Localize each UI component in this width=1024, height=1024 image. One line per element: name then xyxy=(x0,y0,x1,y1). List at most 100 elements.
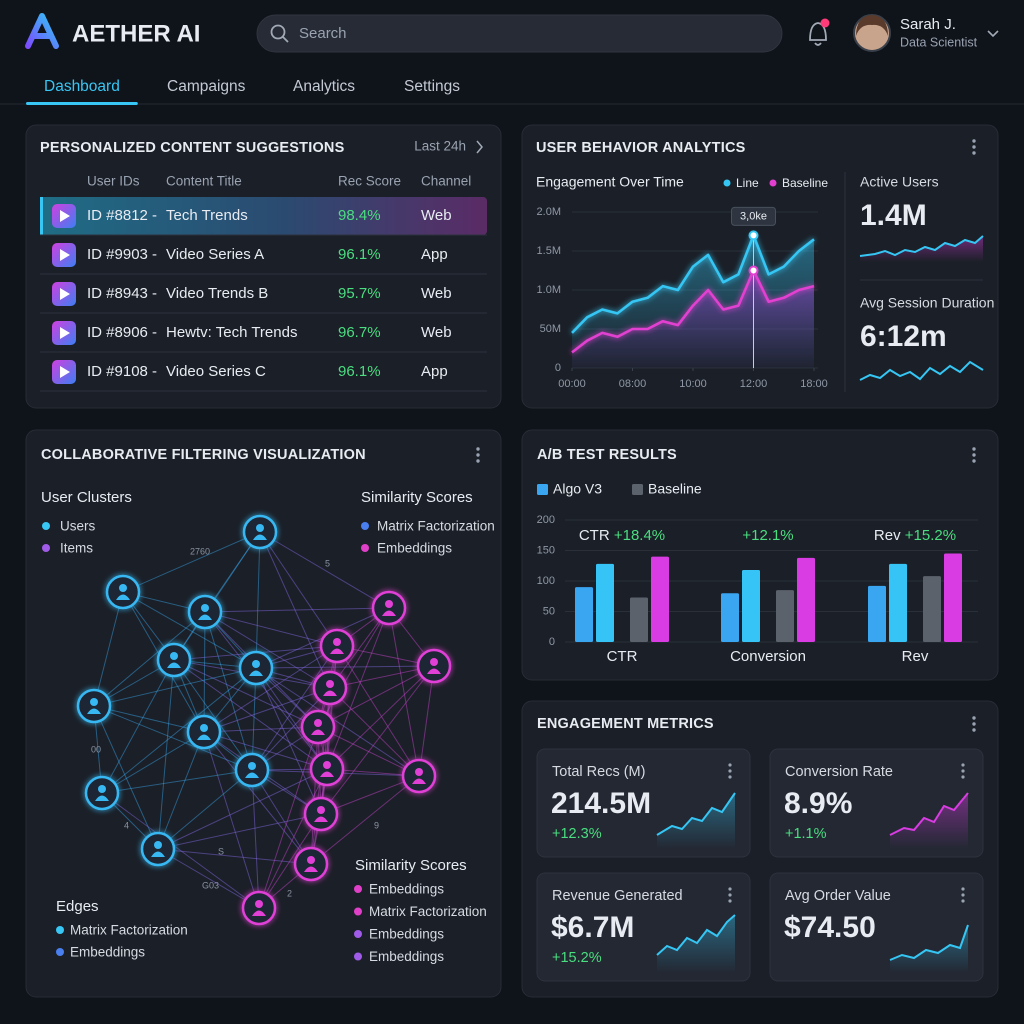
network-edge xyxy=(204,611,331,689)
metric-change: +1.1% xyxy=(785,826,827,842)
network-edge xyxy=(326,607,390,770)
table-cell: 96.1% xyxy=(338,246,381,263)
kebab-menu[interactable] xyxy=(972,139,976,155)
x-tick-label: 12:00 xyxy=(740,378,768,390)
card-menu[interactable] xyxy=(728,893,732,897)
card-menu[interactable] xyxy=(728,769,732,773)
card-menu[interactable] xyxy=(961,899,965,903)
nav-tab[interactable]: Campaigns xyxy=(167,78,246,95)
range-selector[interactable]: Last 24h xyxy=(414,139,466,154)
network-edge xyxy=(310,775,420,865)
network-edge xyxy=(203,687,331,733)
search-box[interactable] xyxy=(256,14,783,53)
card-menu[interactable] xyxy=(961,775,965,779)
network-edge xyxy=(157,848,312,865)
y-tick-label: 0 xyxy=(555,362,561,374)
node-icon xyxy=(311,729,325,735)
edge-label: 00 xyxy=(91,744,101,754)
search-icon xyxy=(270,24,286,40)
card-menu[interactable] xyxy=(961,769,965,773)
network-edge xyxy=(204,611,328,770)
network-edge xyxy=(251,645,338,771)
kebab-menu[interactable] xyxy=(972,447,976,463)
bar xyxy=(797,557,815,642)
bar xyxy=(575,587,593,642)
network-edge xyxy=(255,665,435,669)
kebab-menu[interactable] xyxy=(476,447,480,463)
network-edge xyxy=(317,607,390,728)
table-cell: App xyxy=(421,246,448,263)
network-edge xyxy=(259,531,390,609)
play-icon xyxy=(60,249,70,261)
edge-label: 2 xyxy=(287,888,292,898)
card-menu[interactable] xyxy=(728,899,732,903)
kebab-menu[interactable] xyxy=(972,716,976,732)
bar xyxy=(630,597,648,642)
nav-tab[interactable]: Dashboard xyxy=(44,78,120,95)
card-menu[interactable] xyxy=(961,887,965,891)
play-icon xyxy=(60,366,70,378)
node-icon xyxy=(256,524,264,532)
legend-label: Algo V3 xyxy=(553,481,602,497)
node-icon xyxy=(333,638,341,646)
logo[interactable] xyxy=(25,13,59,49)
table-cell: Tech Trends xyxy=(166,207,248,224)
table-cell: 98.4% xyxy=(338,207,381,224)
tooltip-label: 3,0ke xyxy=(740,210,767,222)
network-edge xyxy=(259,531,338,647)
nav-tab[interactable]: Analytics xyxy=(293,78,355,95)
x-tick-label: 10:00 xyxy=(679,378,707,390)
nav-tab[interactable]: Settings xyxy=(404,78,460,95)
legend-title: Similarity Scores xyxy=(361,489,473,506)
legend-label: Users xyxy=(60,519,96,534)
user-menu-chevron[interactable] xyxy=(987,30,999,38)
range-chevron[interactable] xyxy=(476,140,483,154)
table-cell: Web xyxy=(421,207,452,224)
node-icon xyxy=(314,816,328,822)
network-edge xyxy=(93,705,205,733)
avatar-hair xyxy=(856,15,888,36)
kpi-label: Avg Session Duration xyxy=(860,295,994,311)
hover-point xyxy=(748,265,759,276)
legend-swatch xyxy=(361,544,369,552)
network-edge xyxy=(320,775,420,815)
metric-value: $74.50 xyxy=(784,911,876,944)
network-edge xyxy=(93,667,257,707)
group-annotation: +12.1% xyxy=(742,527,793,544)
node-icon xyxy=(198,614,212,620)
row-highlight-edge xyxy=(40,197,43,235)
bell-icon[interactable] xyxy=(809,22,827,46)
network-edge xyxy=(418,665,435,777)
card-menu[interactable] xyxy=(961,893,965,897)
network-edge xyxy=(101,769,253,794)
node-icon xyxy=(317,806,325,814)
legend-swatch xyxy=(42,544,50,552)
card-menu[interactable] xyxy=(728,775,732,779)
network-edge xyxy=(93,705,159,850)
node-icon xyxy=(412,778,426,784)
node-icon xyxy=(385,600,393,608)
sparkline-area xyxy=(890,925,968,973)
network-edge xyxy=(258,726,319,909)
node-icon xyxy=(248,762,256,770)
metric-label: Total Recs (M) xyxy=(552,764,645,780)
y-tick-label: 1.0M xyxy=(537,284,561,296)
network-edge xyxy=(101,731,205,794)
card-menu[interactable] xyxy=(961,763,965,767)
network-edge xyxy=(251,769,312,865)
table-cell: ID #9903 - xyxy=(87,246,157,263)
table-cell: Web xyxy=(421,285,452,302)
legend-label: Embeddings xyxy=(369,882,444,897)
y-tick-label: 50 xyxy=(543,605,555,617)
x-tick-label: 00:00 xyxy=(558,378,586,390)
node-icon xyxy=(427,668,441,674)
annotation-prefix: CTR xyxy=(579,527,610,544)
card-menu[interactable] xyxy=(728,763,732,767)
y-tick-label: 100 xyxy=(537,575,555,587)
brand[interactable]: AETHER AI xyxy=(72,20,200,47)
node-icon xyxy=(87,708,101,714)
node-icon xyxy=(151,851,165,857)
table-cell: 96.1% xyxy=(338,363,381,380)
card-menu[interactable] xyxy=(728,887,732,891)
hover-point xyxy=(748,230,759,241)
